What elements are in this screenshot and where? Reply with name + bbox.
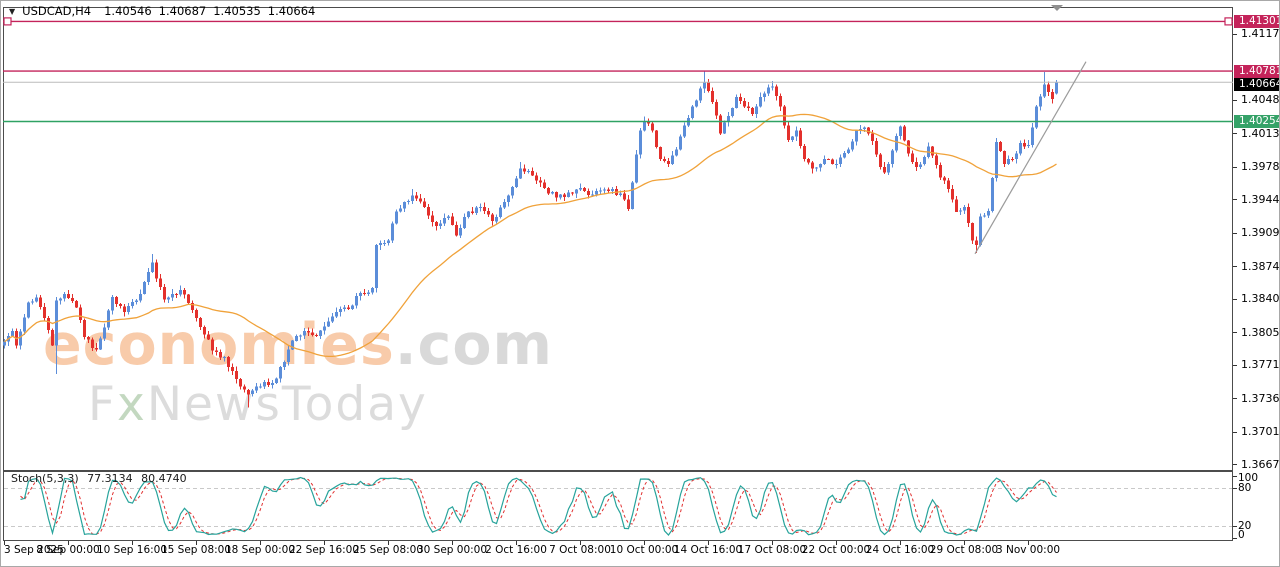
symbol-period-label: USDCAD,H4 — [22, 4, 92, 18]
candlestick-series — [3, 71, 1058, 408]
price-axis-label: 1.39440 — [1241, 192, 1280, 206]
time-axis-label: 7 Oct 08:00 — [549, 544, 611, 556]
price-axis-label: 1.41170 — [1241, 27, 1280, 41]
time-axis-label: 3 Sep 2025 — [4, 544, 64, 556]
price-badge-1.41301: 1.41301 — [1234, 14, 1279, 28]
time-axis-label: 3 Nov 00:00 — [995, 544, 1061, 556]
price-axis-ticks — [1233, 34, 1237, 539]
price-axis-label: 1.37710 — [1241, 358, 1280, 372]
stoch-main-line — [20, 476, 1057, 536]
price-axis-label: 1.40130 — [1241, 126, 1280, 140]
stoch-name: Stoch(5,3,3) — [11, 472, 79, 485]
price-axis-label: 1.40480 — [1241, 93, 1280, 107]
chart-shift-marker-icon[interactable] — [1051, 5, 1063, 11]
trendline[interactable] — [974, 61, 1087, 255]
time-axis-label: 25 Sep 08:00 — [352, 544, 424, 556]
price-axis-label: 1.38400 — [1241, 292, 1280, 306]
time-axis-ticks — [4, 541, 1029, 545]
watermark-tagline: FxNewsToday — [88, 377, 428, 432]
price-axis-label: 1.39780 — [1241, 160, 1280, 174]
stoch-signal-value: 80.4740 — [141, 472, 187, 485]
time-axis-label: 22 Sep 16:00 — [288, 544, 360, 556]
time-axis-label: 2 Oct 16:00 — [485, 544, 547, 556]
time-axis-label: 18 Sep 00:00 — [224, 544, 296, 556]
time-axis-label: 30 Sep 00:00 — [416, 544, 488, 556]
watermark: economies.com FxNewsToday — [43, 317, 553, 432]
moving-average-line[interactable] — [4, 113, 1057, 358]
ohlc-low: 1.40535 — [213, 4, 261, 18]
stoch-level-lines — [4, 488, 1232, 527]
stoch-signal-line — [20, 477, 1057, 535]
symbol-dropdown-icon[interactable]: ▼ — [9, 6, 16, 16]
price-axis-label: 1.38740 — [1241, 259, 1280, 273]
line-handle[interactable] — [3, 17, 12, 26]
ohlc-close: 1.40664 — [267, 4, 316, 18]
stoch-main-value: 77.3134 — [87, 472, 133, 485]
stochastic-indicator-label: Stoch(5,3,3) 77.3134 80.4740 — [11, 472, 192, 485]
price-axis-label: 1.39090 — [1241, 226, 1280, 240]
ohlc-high: 1.40687 — [158, 4, 207, 18]
time-axis-label: 10 Oct 00:00 — [609, 544, 679, 556]
ohlc-open: 1.40546 — [104, 4, 152, 18]
time-axis-label: 17 Oct 08:00 — [737, 544, 807, 556]
price-badge-1.40664: 1.40664 — [1234, 77, 1279, 91]
chart-title-bar: ▼ USDCAD,H4 1.40546 1.40687 1.40535 1.40… — [9, 4, 322, 18]
horizontal-level-lines — [3, 20, 1233, 123]
stoch-axis-label: 0 — [1238, 529, 1245, 541]
price-axis-label: 1.37010 — [1241, 425, 1280, 439]
price-axis-label: 1.38050 — [1241, 325, 1280, 339]
stoch-axis-label: 100 — [1238, 472, 1259, 484]
chart-frame — [3, 7, 1233, 541]
stoch-axis-label: 20 — [1238, 519, 1252, 532]
price-axis-label: 1.36670 — [1241, 457, 1280, 471]
price-axis-label: 1.37360 — [1241, 391, 1280, 405]
price-badge-1.40781: 1.40781 — [1234, 64, 1279, 78]
price-badge-1.40254: 1.40254 — [1234, 114, 1279, 128]
time-axis-label: 24 Oct 16:00 — [865, 544, 935, 556]
time-axis-label: 15 Sep 08:00 — [160, 544, 232, 556]
time-axis-label: 10 Sep 16:00 — [96, 544, 168, 556]
time-axis-label: 14 Oct 16:00 — [673, 544, 743, 556]
line-handle[interactable] — [1224, 17, 1233, 26]
time-axis-label: 22 Oct 00:00 — [801, 544, 871, 556]
time-axis-label: 29 Oct 08:00 — [929, 544, 999, 556]
stoch-axis-label: 80 — [1238, 482, 1252, 495]
time-axis-label: 8 Sep 00:00 — [36, 544, 100, 556]
